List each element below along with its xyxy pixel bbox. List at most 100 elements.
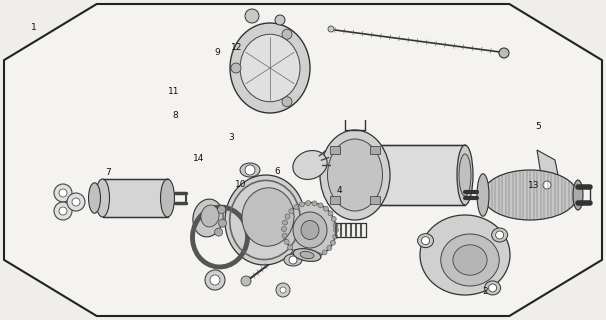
Circle shape <box>288 245 293 250</box>
Bar <box>370 146 380 154</box>
Ellipse shape <box>201 205 219 227</box>
Circle shape <box>318 203 323 208</box>
Ellipse shape <box>420 215 510 295</box>
Circle shape <box>245 165 255 175</box>
Ellipse shape <box>573 180 583 210</box>
Ellipse shape <box>293 249 321 261</box>
Ellipse shape <box>453 245 487 275</box>
Text: 14: 14 <box>193 154 204 163</box>
Bar <box>102 179 167 217</box>
Ellipse shape <box>96 179 110 217</box>
Ellipse shape <box>193 199 223 237</box>
Circle shape <box>282 227 287 232</box>
Circle shape <box>275 15 285 25</box>
Ellipse shape <box>485 281 501 295</box>
Text: 2: 2 <box>482 287 488 296</box>
Circle shape <box>322 250 327 255</box>
Ellipse shape <box>242 188 294 246</box>
Circle shape <box>294 204 299 210</box>
Circle shape <box>282 220 287 225</box>
Circle shape <box>324 206 328 211</box>
Circle shape <box>215 228 222 236</box>
Ellipse shape <box>459 154 471 196</box>
Circle shape <box>316 253 321 258</box>
Circle shape <box>219 219 227 227</box>
Polygon shape <box>535 150 559 210</box>
Circle shape <box>210 275 220 285</box>
Ellipse shape <box>293 150 327 180</box>
Circle shape <box>231 63 241 73</box>
Circle shape <box>289 256 297 264</box>
Circle shape <box>280 287 286 293</box>
Circle shape <box>331 217 336 221</box>
Bar <box>330 146 340 154</box>
Text: 1: 1 <box>30 23 36 32</box>
Circle shape <box>333 234 338 239</box>
Text: 9: 9 <box>214 48 220 57</box>
Ellipse shape <box>293 212 327 248</box>
Circle shape <box>282 97 292 107</box>
Text: 8: 8 <box>173 111 179 120</box>
Circle shape <box>488 284 497 292</box>
Circle shape <box>496 231 504 239</box>
Ellipse shape <box>300 251 314 259</box>
Circle shape <box>333 228 339 233</box>
Circle shape <box>284 239 289 244</box>
Circle shape <box>422 236 430 244</box>
Circle shape <box>67 193 85 211</box>
Circle shape <box>328 26 334 32</box>
Circle shape <box>218 205 225 213</box>
Circle shape <box>333 223 338 228</box>
Circle shape <box>289 209 294 214</box>
Bar <box>370 196 380 204</box>
Ellipse shape <box>225 175 305 265</box>
Ellipse shape <box>240 163 260 177</box>
Ellipse shape <box>441 234 499 286</box>
Circle shape <box>276 283 290 297</box>
Circle shape <box>312 201 317 206</box>
Ellipse shape <box>88 183 101 213</box>
Circle shape <box>59 189 67 197</box>
Text: 10: 10 <box>236 180 247 189</box>
Circle shape <box>59 207 67 215</box>
Bar <box>365 145 465 205</box>
Ellipse shape <box>320 130 390 220</box>
Text: 11: 11 <box>168 87 179 96</box>
Circle shape <box>499 48 509 58</box>
Circle shape <box>72 198 80 206</box>
Text: 7: 7 <box>105 168 111 177</box>
Ellipse shape <box>161 179 175 217</box>
Text: 6: 6 <box>275 167 281 176</box>
Circle shape <box>299 202 304 207</box>
Text: 3: 3 <box>228 133 235 142</box>
Circle shape <box>305 201 311 205</box>
Ellipse shape <box>284 203 336 258</box>
Ellipse shape <box>482 170 578 220</box>
Text: 12: 12 <box>231 43 242 52</box>
Ellipse shape <box>284 254 302 266</box>
Ellipse shape <box>491 228 508 242</box>
Circle shape <box>328 211 333 216</box>
Ellipse shape <box>327 139 382 211</box>
Circle shape <box>245 9 259 23</box>
Ellipse shape <box>230 23 310 113</box>
Bar <box>330 196 340 204</box>
Circle shape <box>54 202 72 220</box>
Circle shape <box>543 181 551 189</box>
Circle shape <box>241 276 251 286</box>
Ellipse shape <box>357 145 373 205</box>
Circle shape <box>298 252 303 258</box>
Ellipse shape <box>301 220 319 239</box>
Ellipse shape <box>240 34 300 102</box>
Circle shape <box>205 270 225 290</box>
Circle shape <box>282 233 287 238</box>
Circle shape <box>327 245 332 251</box>
Text: 13: 13 <box>528 181 539 190</box>
Circle shape <box>304 254 309 259</box>
Ellipse shape <box>477 174 489 216</box>
Circle shape <box>285 214 290 219</box>
Circle shape <box>54 184 72 202</box>
Ellipse shape <box>457 145 473 205</box>
Polygon shape <box>4 4 602 316</box>
Circle shape <box>330 240 336 245</box>
